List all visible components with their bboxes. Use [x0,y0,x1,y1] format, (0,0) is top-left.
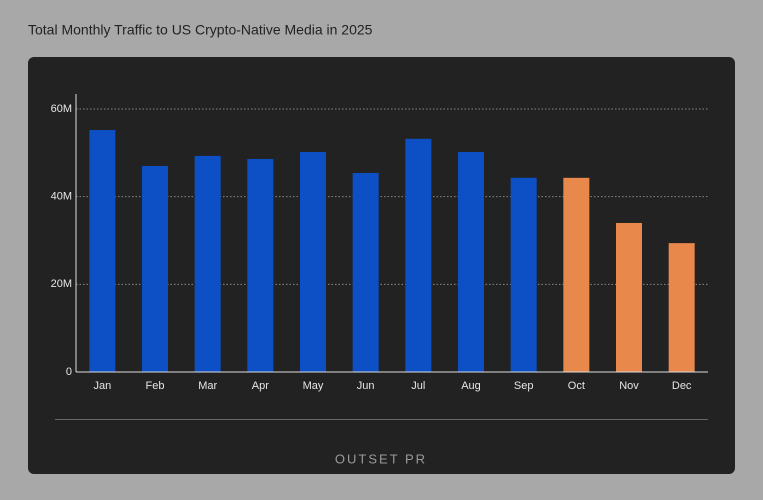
x-tick-label: Nov [619,380,639,392]
x-tick-label: Sep [514,380,534,392]
bar [510,177,537,372]
y-tick-label: 0 [66,366,72,378]
bar [194,155,221,372]
x-tick-label: Mar [198,380,217,392]
bar [458,151,484,372]
x-tick-label: Apr [252,380,269,392]
bar [142,165,168,372]
x-tick-label: May [303,380,324,392]
chart-title: Total Monthly Traffic to US Crypto-Nativ… [28,22,373,38]
logo: OUTSET PR [335,451,427,466]
x-tick-label: Aug [461,380,481,392]
x-tick-label: Jul [411,380,425,392]
y-tick-label: 60M [51,103,72,115]
bar [300,151,326,372]
bar [89,130,116,372]
bar [668,243,695,372]
y-tick-label: 40M [51,191,72,203]
bar [247,158,274,372]
x-tick-label: Jan [93,380,111,392]
bar [616,222,642,372]
bar [405,138,432,372]
x-tick-label: Oct [568,380,585,392]
x-tick-label: Dec [672,380,692,392]
y-tick-label: 20M [51,278,72,290]
bar [563,177,590,372]
bar [352,172,379,372]
x-tick-label: Feb [146,380,165,392]
x-tick-label: Jun [357,380,375,392]
